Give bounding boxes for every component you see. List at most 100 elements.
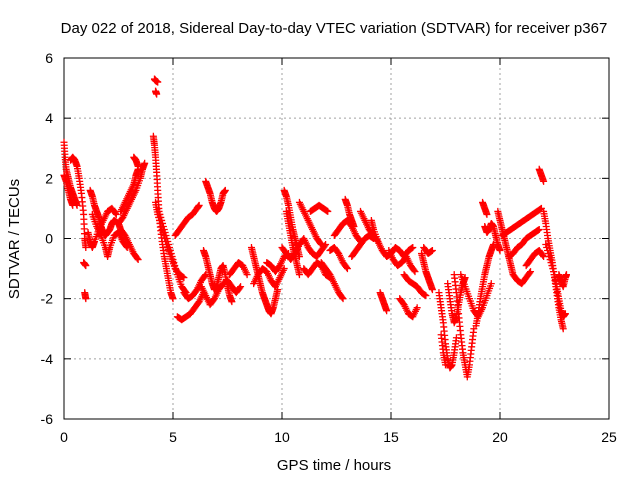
data-point <box>112 210 120 218</box>
data-point <box>383 307 391 315</box>
data-point <box>540 177 548 185</box>
data-track <box>481 219 504 255</box>
data-point <box>134 162 142 170</box>
data-track <box>306 201 332 215</box>
data-point <box>228 298 236 306</box>
y-tick-label: 6 <box>45 50 53 66</box>
data-point <box>547 259 555 267</box>
data-point <box>237 283 245 291</box>
data-track <box>152 87 161 98</box>
data-point <box>338 293 346 301</box>
data-point <box>544 247 552 255</box>
data-point <box>324 207 332 215</box>
data-point <box>156 210 164 218</box>
data-point <box>160 225 168 233</box>
y-tick-label: -4 <box>41 351 54 367</box>
data-point <box>162 231 170 239</box>
data-point <box>535 225 543 233</box>
data-track <box>67 153 90 252</box>
data-point <box>166 244 174 252</box>
data-points <box>60 75 570 381</box>
data-track <box>202 177 229 215</box>
data-point <box>133 254 141 262</box>
data-track <box>247 244 282 318</box>
data-point <box>159 219 167 227</box>
data-track <box>341 195 358 230</box>
data-track <box>81 289 90 303</box>
data-point <box>343 265 351 273</box>
data-point <box>350 222 358 230</box>
data-point <box>82 244 90 252</box>
data-point <box>483 210 491 218</box>
data-point <box>167 250 175 258</box>
data-point <box>280 265 288 273</box>
data-track <box>130 153 142 170</box>
data-point <box>545 253 553 261</box>
data-track <box>396 295 421 321</box>
data-track <box>250 265 288 291</box>
data-point <box>134 256 142 264</box>
data-track <box>522 247 548 270</box>
data-point <box>195 201 203 209</box>
data-point <box>559 325 567 333</box>
x-tick-label: 20 <box>492 429 508 445</box>
data-point <box>428 286 436 294</box>
y-tick-label: 2 <box>45 170 53 186</box>
y-tick-label: 4 <box>45 110 53 126</box>
data-track <box>180 271 210 303</box>
data-point <box>413 304 421 312</box>
data-point <box>122 242 130 250</box>
y-tick-label: 0 <box>45 231 53 247</box>
data-track <box>400 271 430 300</box>
data-track <box>479 198 491 218</box>
data-track <box>171 201 203 239</box>
data-point <box>168 253 176 261</box>
data-track <box>226 259 251 279</box>
data-track <box>435 289 460 372</box>
x-tick-label: 0 <box>60 429 68 445</box>
data-track <box>317 259 347 303</box>
data-point <box>82 262 90 270</box>
data-point <box>548 262 556 270</box>
data-track <box>542 241 569 321</box>
data-track <box>472 241 497 330</box>
data-track <box>197 277 245 309</box>
data-track <box>494 207 535 288</box>
y-axis-label: SDTVAR / TECUs <box>6 179 23 299</box>
data-point <box>165 241 173 249</box>
data-point <box>316 239 324 247</box>
data-point <box>166 247 174 255</box>
y-tick-label: -2 <box>41 291 54 307</box>
data-point <box>221 186 229 194</box>
data-point <box>123 244 131 252</box>
data-point <box>339 295 347 303</box>
data-track <box>278 235 330 264</box>
data-point <box>164 238 172 246</box>
data-point <box>153 90 161 98</box>
x-tick-label: 10 <box>274 429 290 445</box>
data-point <box>171 262 179 270</box>
axis-ticks: 0 5 10 15 20 25 -6 -4 -2 0 2 4 6 <box>41 50 617 445</box>
data-point <box>321 242 329 250</box>
data-point <box>411 268 419 276</box>
data-point <box>526 269 534 277</box>
data-point <box>157 213 165 221</box>
data-track <box>505 225 543 261</box>
grid-lines <box>64 58 609 419</box>
data-track <box>535 165 548 185</box>
data-track <box>376 289 391 315</box>
data-point <box>236 284 244 292</box>
chart-title: Day 022 of 2018, Sidereal Day-to-day VTE… <box>61 20 608 37</box>
data-point <box>295 271 303 279</box>
data-point <box>539 251 547 259</box>
data-point <box>542 241 550 249</box>
data-track <box>117 165 142 215</box>
data-track <box>555 271 570 291</box>
data-track <box>326 244 351 273</box>
data-point <box>442 361 449 369</box>
data-point <box>550 268 558 276</box>
data-track <box>60 171 77 209</box>
data-point <box>410 266 418 274</box>
data-point <box>161 228 169 236</box>
